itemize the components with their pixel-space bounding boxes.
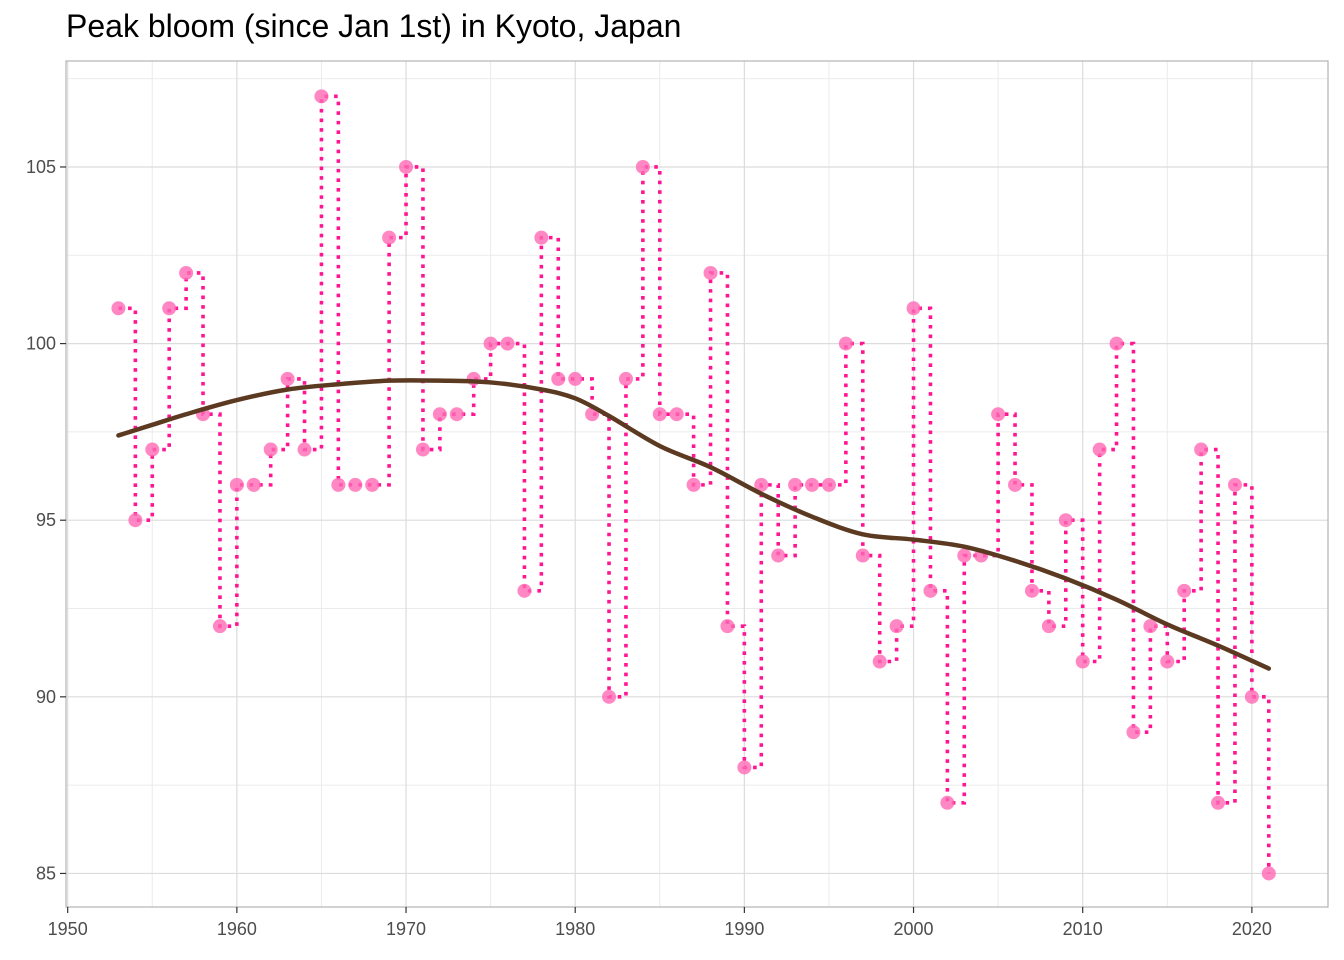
data-point — [1041, 619, 1056, 634]
data-point — [500, 336, 515, 351]
data-point — [602, 689, 617, 704]
data-point — [821, 477, 836, 492]
data-point — [991, 407, 1006, 422]
data-point — [906, 301, 921, 316]
data-point — [1143, 619, 1158, 634]
data-point — [314, 89, 329, 104]
data-point — [635, 159, 650, 174]
data-point — [1177, 583, 1192, 598]
data-point — [669, 407, 684, 422]
data-point — [145, 442, 160, 457]
data-point — [1126, 725, 1141, 740]
data-point — [246, 477, 261, 492]
data-point — [618, 371, 633, 386]
data-point — [1244, 689, 1259, 704]
data-point — [889, 619, 904, 634]
x-tick-label: 1990 — [724, 919, 764, 939]
data-point — [382, 230, 397, 245]
data-point — [1211, 795, 1226, 810]
x-tick-label: 2010 — [1063, 919, 1103, 939]
x-tick-label: 1950 — [48, 919, 88, 939]
data-point — [432, 407, 447, 422]
data-point — [923, 583, 938, 598]
y-tick-label: 85 — [36, 863, 56, 883]
data-point — [449, 407, 464, 422]
data-point — [551, 371, 566, 386]
data-point — [128, 513, 143, 528]
panel-border — [65, 60, 1329, 908]
data-point — [1024, 583, 1039, 598]
data-point — [1008, 477, 1023, 492]
data-point — [1227, 477, 1242, 492]
data-point — [652, 407, 667, 422]
data-point — [940, 795, 955, 810]
data-point — [720, 619, 735, 634]
data-point — [805, 477, 820, 492]
data-point — [179, 265, 194, 280]
grid-minor — [66, 61, 1328, 907]
data-point — [872, 654, 887, 669]
data-point — [1160, 654, 1175, 669]
data-point — [737, 760, 752, 775]
data-point — [788, 477, 803, 492]
x-tick-label: 1980 — [555, 919, 595, 939]
data-point — [280, 371, 295, 386]
data-point — [212, 619, 227, 634]
data-point — [415, 442, 430, 457]
data-point — [1075, 654, 1090, 669]
data-point — [399, 159, 414, 174]
data-point — [229, 477, 244, 492]
data-point — [483, 336, 498, 351]
data-point — [162, 301, 177, 316]
data-point — [331, 477, 346, 492]
data-point — [365, 477, 380, 492]
y-tick-label: 95 — [36, 510, 56, 530]
data-point — [517, 583, 532, 598]
data-point — [1092, 442, 1107, 457]
data-point — [855, 548, 870, 563]
x-axis-ticks: 1950 1960 1970 1980 1990 2000 2010 2020 — [48, 907, 1272, 939]
data-point — [263, 442, 278, 457]
data-point — [1109, 336, 1124, 351]
x-tick-label: 2020 — [1232, 919, 1272, 939]
y-tick-label: 90 — [36, 687, 56, 707]
data-point — [111, 301, 126, 316]
data-point — [686, 477, 701, 492]
x-tick-label: 1970 — [386, 919, 426, 939]
smooth-trend-line — [116, 378, 1272, 671]
data-point — [703, 265, 718, 280]
x-tick-label: 1960 — [217, 919, 257, 939]
data-point — [1261, 866, 1276, 881]
y-axis-ticks: 85 90 95 100 105 — [26, 157, 66, 883]
data-point — [771, 548, 786, 563]
y-tick-label: 105 — [26, 157, 56, 177]
data-point — [534, 230, 549, 245]
chart-title: Peak bloom (since Jan 1st) in Kyoto, Jap… — [66, 8, 682, 44]
data-point — [1058, 513, 1073, 528]
data-point — [754, 477, 769, 492]
data-point — [297, 442, 312, 457]
data-point — [838, 336, 853, 351]
data-point — [1194, 442, 1209, 457]
y-tick-label: 100 — [26, 334, 56, 354]
x-tick-label: 2000 — [894, 919, 934, 939]
data-point — [568, 371, 583, 386]
data-point — [348, 477, 363, 492]
data-point — [957, 548, 972, 563]
